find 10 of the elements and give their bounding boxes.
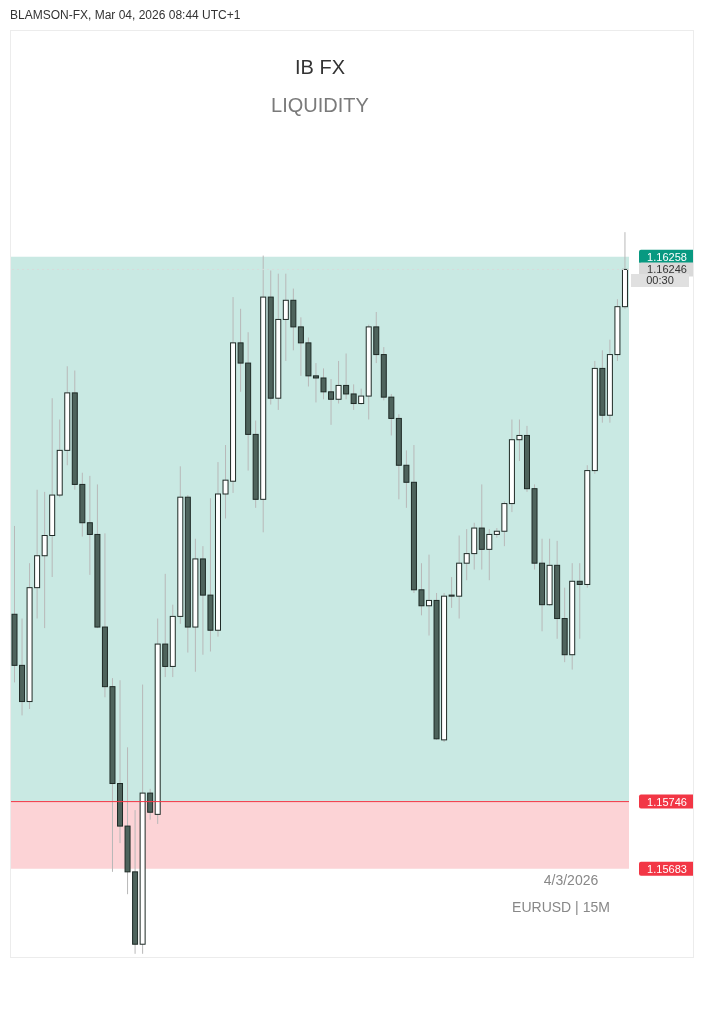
text: 00:30 [631, 274, 689, 287]
text: LIQUIDITY [270, 94, 370, 117]
y-tick-label: 1.16258 [647, 250, 687, 263]
annotation: 4/3/2026 [542, 872, 600, 888]
y-tick-label: 1.16246 [647, 263, 687, 276]
text: BLAMSON-FX, Mar 04, 2026 08:44 UTC+1 [10, 8, 241, 22]
y-tick-label: 1.15683 [647, 862, 687, 875]
annotation: EURUSD | 15M [511, 899, 611, 915]
y-tick-label: 1.15746 [647, 795, 687, 808]
text: IB FX [294, 56, 346, 79]
